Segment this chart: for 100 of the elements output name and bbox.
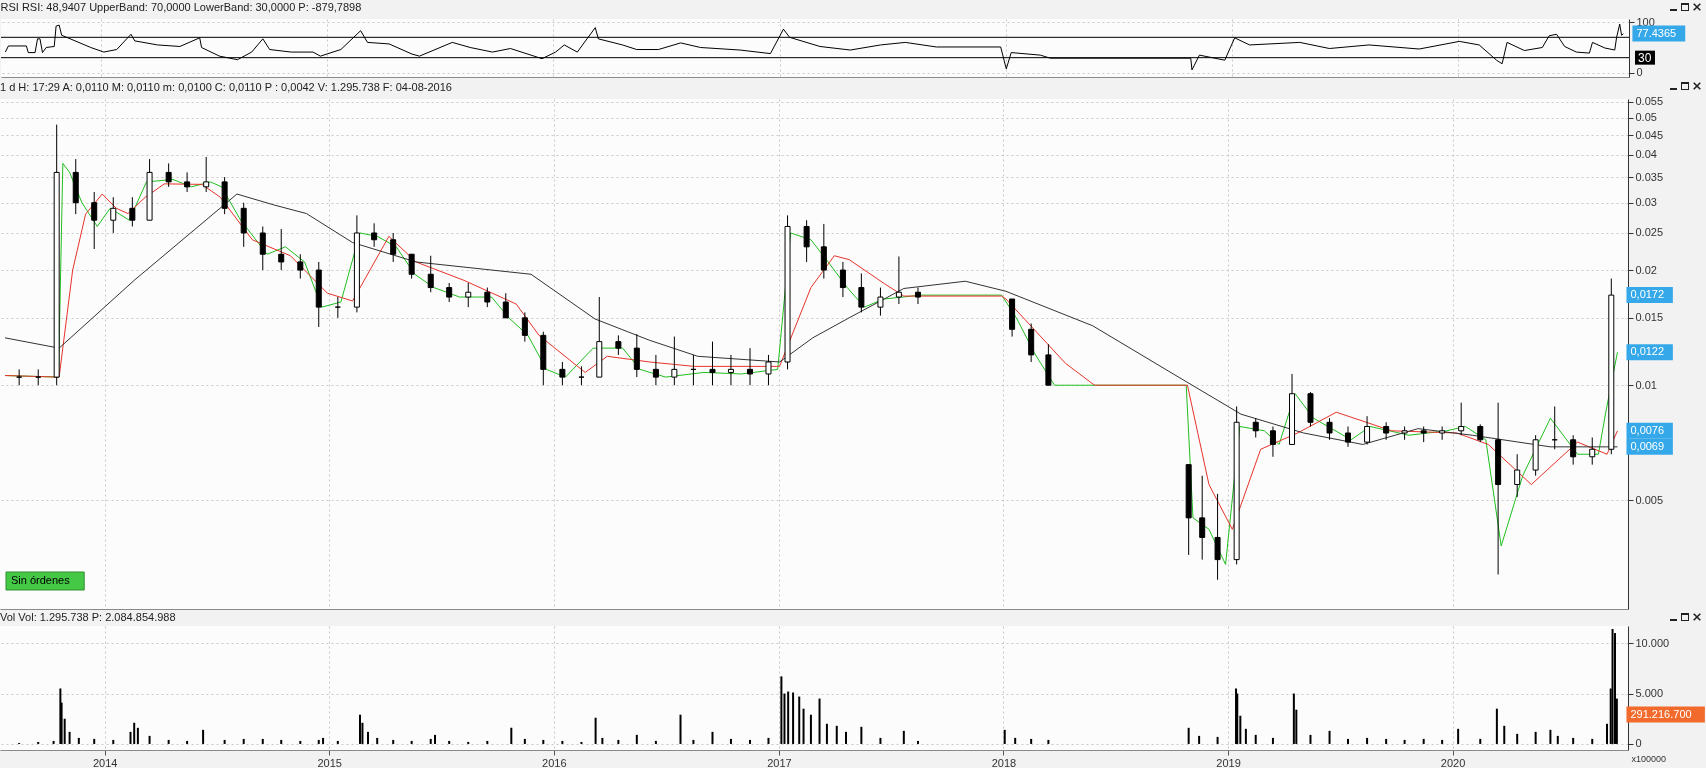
candlestick (858, 272, 865, 313)
bar (1556, 735, 1559, 744)
bar (1385, 738, 1388, 744)
candlestick (895, 256, 902, 305)
annotation: 0,0122 (1630, 345, 1665, 358)
y-tick-label: 0.04 (1635, 148, 1657, 161)
bar (112, 739, 115, 744)
bar (692, 739, 695, 744)
bar (1292, 693, 1295, 744)
candlestick (652, 354, 659, 386)
candlestick (765, 354, 772, 386)
bar (336, 740, 339, 744)
candlestick (747, 347, 754, 386)
bar (510, 727, 513, 744)
bar (136, 727, 139, 744)
bar (366, 731, 369, 744)
bar (635, 734, 638, 744)
x-tick-label: 2019 (1216, 756, 1241, 768)
bar (802, 708, 805, 744)
x-tick-label: 2020 (1440, 756, 1466, 768)
bar (654, 740, 657, 744)
bar (787, 691, 790, 744)
bar (448, 740, 451, 744)
candlestick (334, 296, 341, 319)
bar (299, 740, 302, 744)
bar (392, 739, 395, 744)
candlestick (709, 341, 716, 386)
candlestick (1199, 475, 1206, 561)
candlestick (578, 365, 585, 386)
candlestick (427, 255, 434, 293)
candlestick (1326, 417, 1333, 441)
bar (825, 723, 828, 744)
bar (1549, 729, 1552, 744)
annotation: 0,0172 (1630, 288, 1665, 301)
candlestick (165, 162, 172, 188)
candlestick (446, 282, 453, 303)
bar (59, 688, 62, 744)
bar (780, 676, 783, 744)
bar (186, 740, 189, 744)
bar (68, 731, 71, 744)
bar (1030, 738, 1033, 744)
bar (792, 692, 795, 744)
bar (711, 731, 714, 744)
candlestick (877, 287, 884, 317)
candlestick (633, 333, 640, 378)
bar (561, 740, 564, 744)
candlestick (1589, 436, 1596, 466)
candlestick (1439, 425, 1446, 441)
y-tick-label: 5.000 (1635, 687, 1664, 700)
bar (594, 717, 597, 744)
bar (1047, 739, 1050, 744)
x-tick-label: 2018 (991, 756, 1017, 768)
bar (1503, 725, 1506, 744)
candlestick (1383, 421, 1390, 441)
bar (223, 739, 226, 744)
bar (52, 740, 55, 744)
candlestick (839, 261, 846, 298)
y-tick-label: 0 (1636, 66, 1643, 79)
bar (860, 726, 863, 744)
bar (317, 739, 320, 744)
candlestick (803, 219, 810, 263)
bar (167, 739, 170, 744)
candlestick (465, 282, 472, 308)
bar (798, 696, 801, 744)
y-tick-label: 0.02 (1635, 263, 1657, 276)
ref-line-label: 30 (1638, 50, 1652, 65)
candlestick (615, 334, 622, 356)
x-tick-label: 2015 (317, 756, 342, 768)
annotation: Sin órdenes (11, 574, 71, 586)
bar (1403, 739, 1406, 744)
bar (1271, 737, 1274, 744)
bar (835, 725, 838, 744)
line-series (4, 193, 1618, 448)
candlestick (259, 225, 266, 271)
chart-title: Vol Vol: 1.295.738 P: 2.084.854.988 (0, 611, 176, 623)
y-tick-label: 10.000 (1635, 636, 1670, 649)
bar (916, 740, 919, 744)
bar (148, 735, 151, 744)
bar (844, 731, 847, 744)
candlestick (91, 191, 98, 250)
bar (133, 722, 136, 744)
y-tick-label: 0.035 (1635, 170, 1664, 183)
candlestick (914, 287, 921, 305)
candlestick (184, 171, 191, 193)
chart-title: RSI RSI: 48,9407 UpperBand: 70,0000 LowerBand: 30,0000 P: -879,7898 (0, 1, 362, 14)
bar (601, 737, 604, 744)
bar (467, 741, 470, 744)
y-tick-label: 0.025 (1635, 226, 1664, 239)
annotation: 291.216.700 (1630, 707, 1692, 720)
bar (358, 714, 361, 744)
candlestick (502, 292, 509, 319)
candlestick (1364, 415, 1371, 445)
y-axis-title: x100000 (1631, 753, 1667, 764)
bar (1611, 629, 1614, 744)
candlestick (129, 196, 136, 227)
bar (280, 739, 283, 744)
bar (523, 738, 526, 744)
bar (580, 741, 583, 744)
bar (37, 741, 40, 744)
y-tick-label: 0.055 (1635, 95, 1664, 108)
